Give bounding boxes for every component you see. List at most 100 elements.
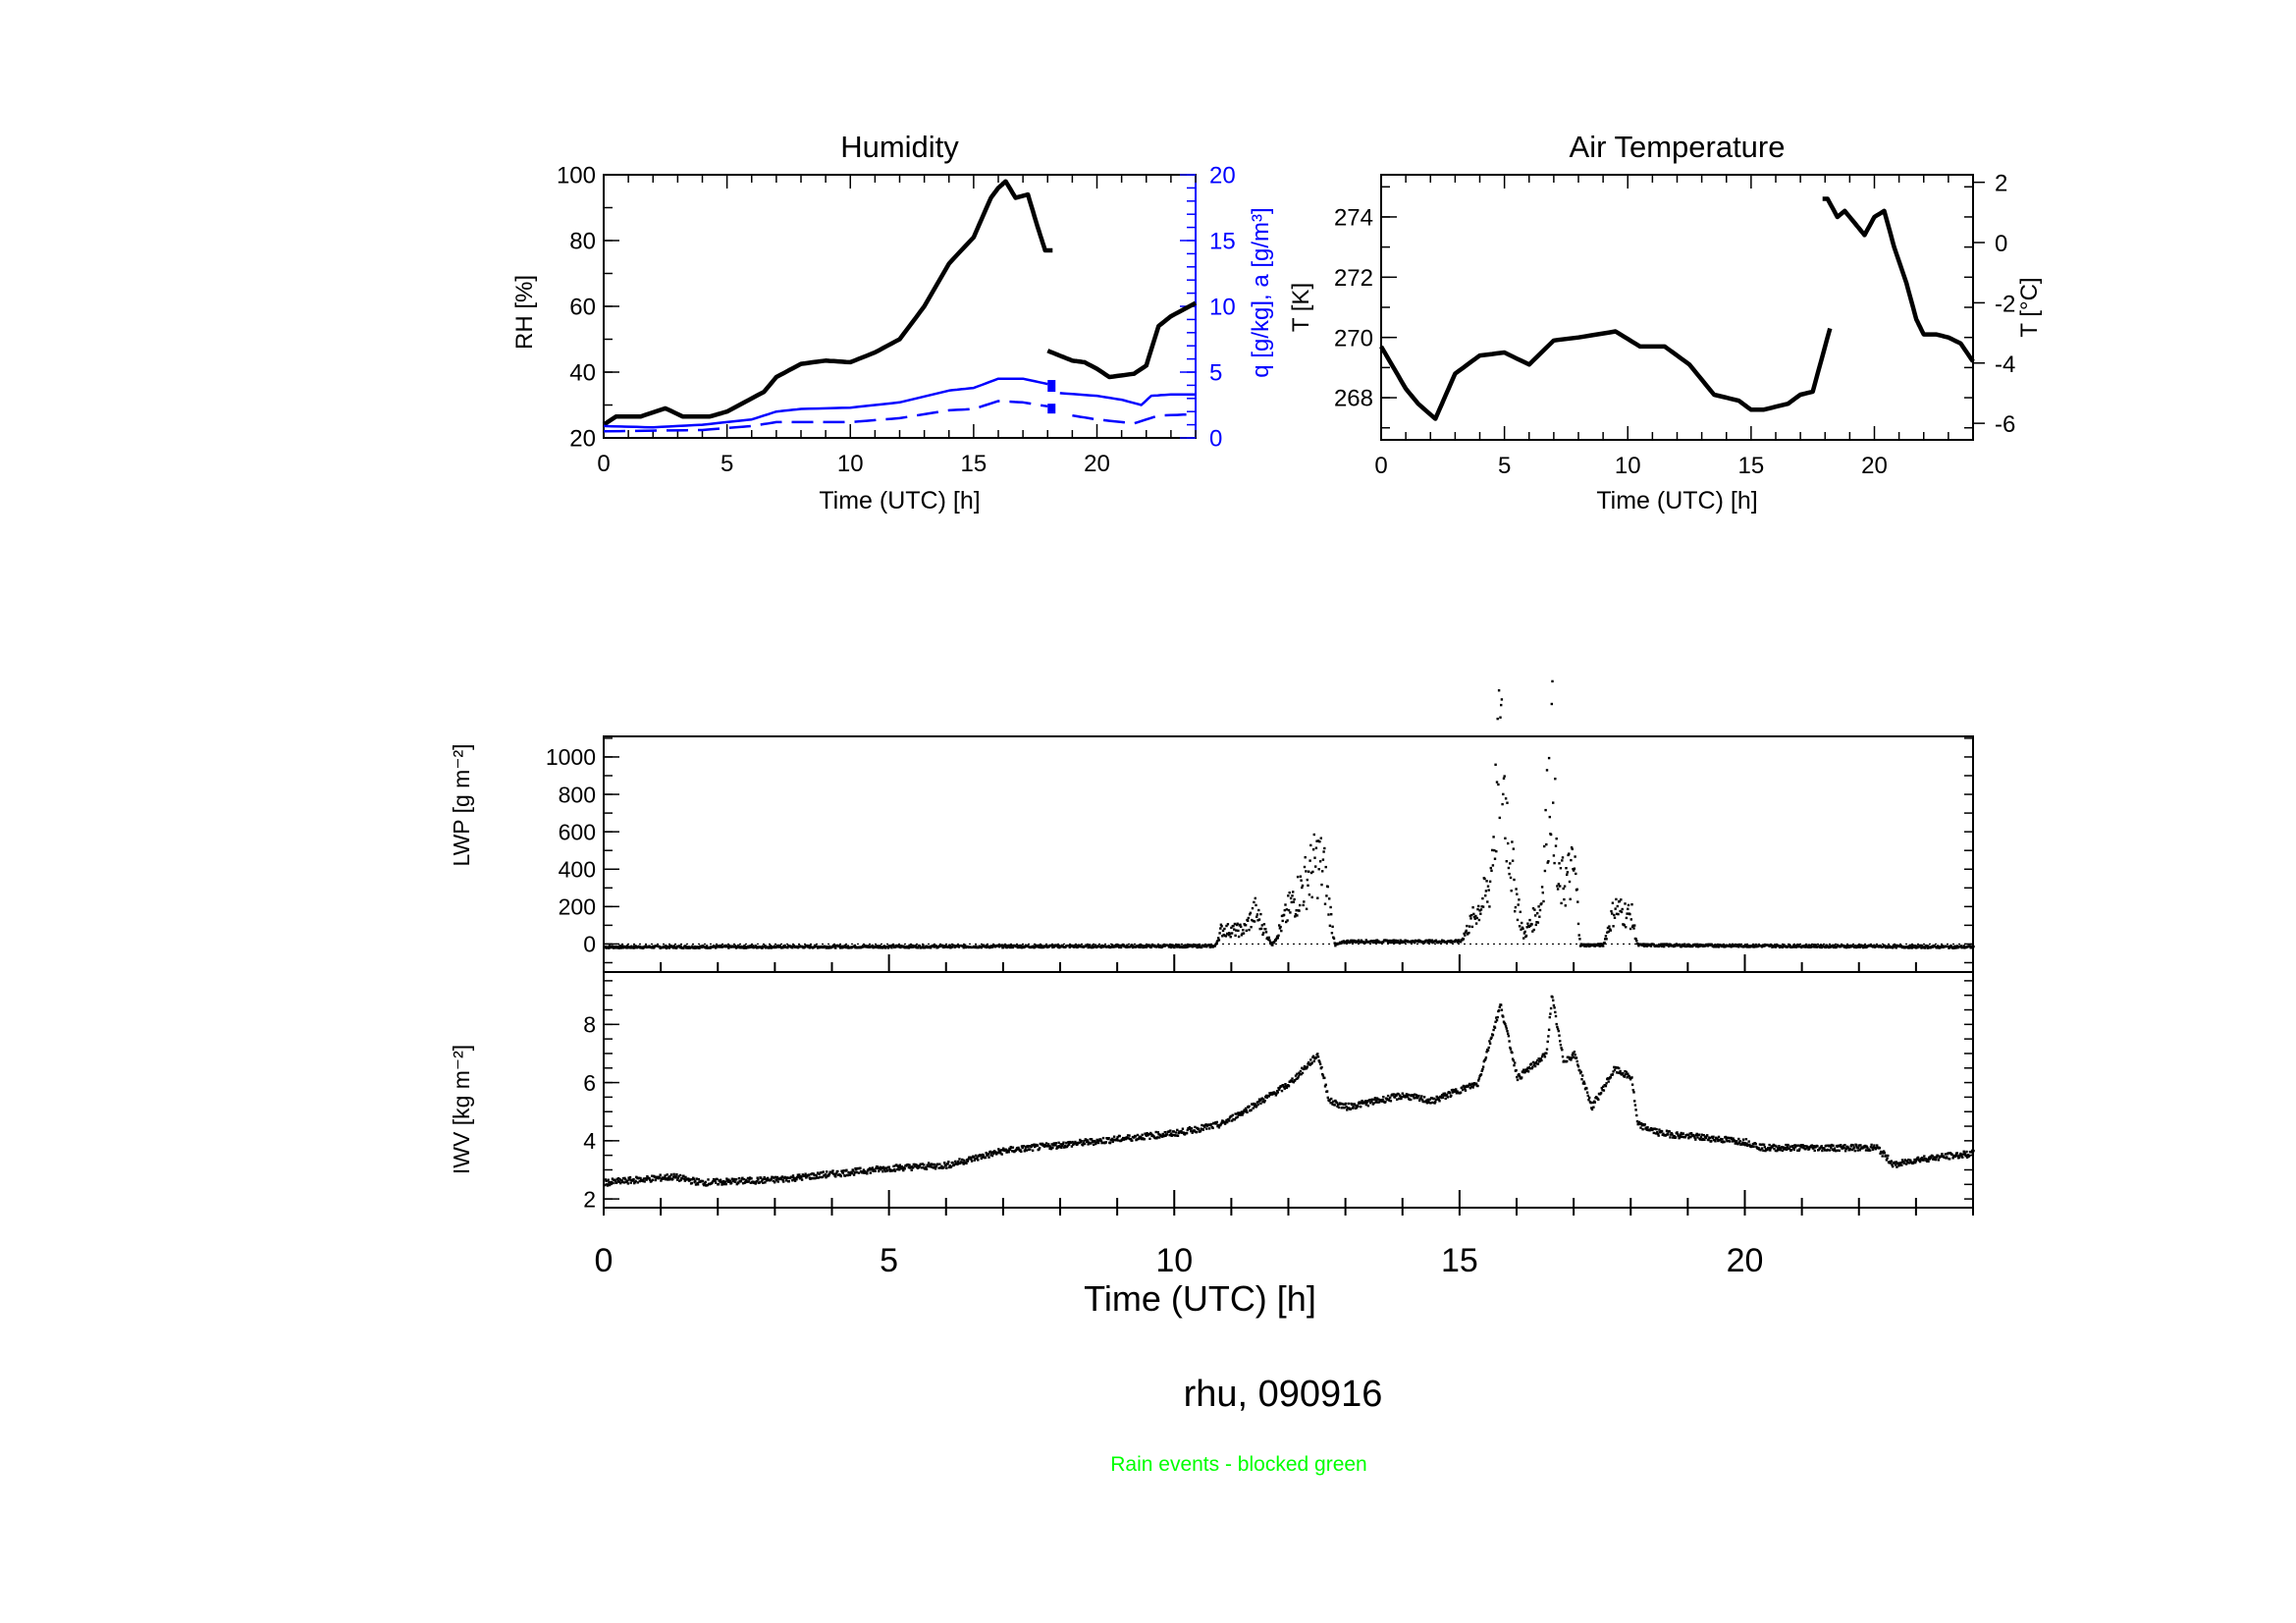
iwv-point [1840,1144,1842,1147]
iwv-point [1660,1130,1664,1133]
iwv-point [682,1177,686,1180]
iwv-point [1602,1085,1605,1088]
lwp-point [1660,943,1663,946]
iwv-point [1537,1057,1540,1060]
iwv-point [1277,1087,1280,1090]
lwp-point [1524,934,1528,938]
iwv-point [1876,1144,1879,1147]
iwv-point [1253,1105,1256,1108]
lwp-point [1565,867,1568,870]
iwv-point [1677,1133,1680,1136]
iwv-point [1074,1142,1078,1145]
iwv-point [1190,1127,1194,1130]
iwv-point [1199,1129,1202,1133]
lwp-point [1131,944,1134,947]
iwv-point [643,1180,646,1183]
lwp-point [1008,944,1011,947]
iwv-point [629,1181,632,1184]
iwv-point [1434,1101,1437,1104]
lwp-point [1226,923,1230,926]
lwp-point [1469,917,1472,920]
lwp-point [1388,939,1391,943]
iwv-point [1225,1118,1228,1122]
lwp-point [1240,925,1243,929]
lwp-point [1962,945,1965,947]
iwv-point [1431,1101,1434,1105]
iwv-point [1244,1110,1247,1113]
iwv-point [793,1178,796,1181]
lwp-point [1073,944,1076,947]
lwp-point [1288,892,1291,894]
iwv-point [1310,1061,1313,1064]
iwv-point [1612,1070,1615,1073]
lwp-point [1828,946,1831,949]
iwv-point [1188,1127,1191,1130]
iwv-point [1303,1067,1306,1071]
iwv-point [1710,1140,1713,1143]
iwv-point [1618,1071,1622,1075]
lwp-point [738,947,741,949]
lwp-point [911,944,914,947]
lwp-point [1010,944,1013,947]
iwv-point [1377,1101,1381,1104]
iwv-point [1395,1094,1398,1097]
lwp-point [1240,934,1244,937]
lwp-point [1470,914,1473,917]
iwv-point [1585,1087,1588,1090]
iwv-point [1630,1083,1634,1086]
iwv-point [764,1181,767,1184]
iwv-point [1480,1069,1483,1072]
iwv-point [1599,1092,1603,1095]
iwv-point [1214,1122,1218,1125]
iwv-point [607,1178,610,1181]
iwv-point [1529,1062,1533,1065]
iwv-point [1654,1132,1658,1135]
iwv-point [1922,1159,1925,1162]
iwv-point [854,1166,857,1170]
lwp-point [1434,939,1438,942]
iwv-point [1073,1142,1076,1145]
iwv-point [1674,1136,1678,1139]
lwp-point [1195,944,1198,947]
lwp-point [1016,946,1019,949]
iwv-point [1016,1148,1019,1151]
iwv-point [1169,1129,1172,1132]
iwv-point [1487,1046,1490,1050]
lwp-point [1259,927,1263,930]
iwv-point [761,1178,764,1181]
lwp-point [1659,944,1662,947]
lwp-point [1115,944,1118,947]
iwv-point [1516,1075,1519,1079]
iwv-point [1576,1063,1579,1066]
lwp-point [742,947,745,949]
iwv-point [1928,1156,1931,1160]
iwv-point [899,1165,902,1168]
lwp-point [1197,946,1200,949]
lwp-point [1847,946,1850,948]
iwv-point [773,1176,775,1179]
iwv-point [1761,1143,1764,1146]
lwp-point [1497,783,1500,786]
iwv-point [946,1163,949,1165]
iwv-point [1852,1146,1856,1149]
iwv-point [1806,1146,1809,1149]
lwp-point [1683,943,1686,946]
iwv-point [677,1175,680,1178]
iwv-point [1088,1142,1092,1145]
iwv-point [678,1173,682,1177]
lwp-point [651,945,655,947]
lwp-point [1687,944,1691,947]
iwv-point [1700,1133,1703,1136]
lwp-point [1284,903,1287,906]
iwv-point [1795,1144,1798,1147]
iwv-point [1802,1147,1805,1150]
iwv-point [1223,1122,1227,1125]
iwv-point [1714,1140,1717,1143]
lwp-point [1696,946,1700,948]
lwp-point [1546,861,1549,864]
iwv-point [920,1166,924,1169]
iwv-point [1618,1066,1621,1070]
iwv-point [975,1154,978,1158]
lwp-point [1311,870,1314,874]
iwv-point [1136,1133,1140,1137]
